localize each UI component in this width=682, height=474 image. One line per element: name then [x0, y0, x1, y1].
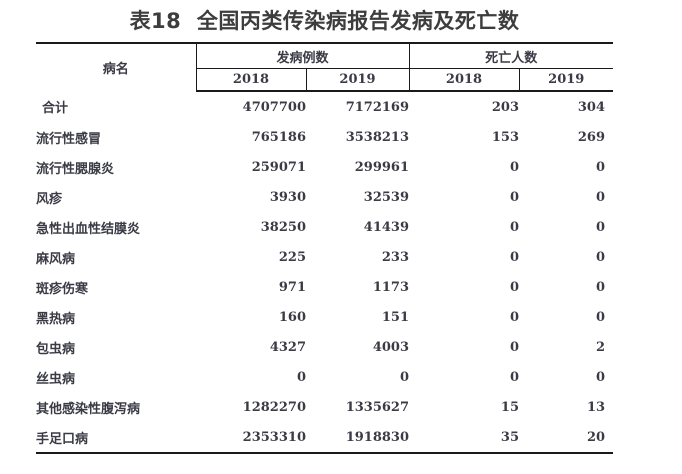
cases-2019-cell: 7172169 [345, 99, 410, 115]
deaths-2019-cell: 0 [595, 159, 606, 175]
deaths-2018-cell: 0 [509, 309, 520, 325]
cases-2019-cell: 1173 [372, 279, 410, 295]
deaths-2018-cell: 203 [491, 99, 520, 115]
deaths-2018-cell: 0 [509, 279, 520, 295]
disease-name-cell: 麻风病 [36, 251, 76, 267]
table-body: 合计 4707700 7172169 203 304 流行性感冒 765186 3538213… [36, 91, 613, 453]
cases-2018-cell: 971 [278, 279, 306, 295]
cases-2019-cell: 299961 [354, 159, 410, 175]
deaths-2019-cell: 0 [595, 279, 606, 295]
disease-name-cell: 其他感染性腹泻病 [36, 401, 141, 417]
disease-name-cell: 丝虫病 [36, 371, 76, 387]
column-header-disease-name: 病名 [36, 43, 197, 91]
column-header-deaths-2019: 2019 [519, 68, 614, 92]
table-row: 急性出血性结膜炎 38250 41439 0 0 [36, 212, 613, 242]
table-row: 手足口病 2353310 1918830 35 20 [36, 422, 613, 453]
deaths-2019-cell: 0 [595, 249, 606, 265]
deaths-2018-cell: 0 [509, 159, 520, 175]
cases-2018-cell: 2353310 [242, 429, 306, 445]
cases-2019-cell: 3538213 [345, 129, 410, 145]
table-row: 包虫病 4327 4003 0 2 [36, 332, 613, 362]
deaths-2019-cell: 0 [595, 309, 606, 325]
table-header: 病名 发病例数 死亡人数 2018 2019 2018 2019 [36, 43, 614, 92]
deaths-2019-cell: 304 [577, 99, 606, 115]
deaths-2018-cell: 35 [500, 429, 520, 445]
cases-2019-cell: 233 [381, 249, 410, 265]
table-row: 合计 4707700 7172169 203 304 [36, 91, 613, 122]
table-row: 风疹 3930 32539 0 0 [36, 182, 613, 212]
column-group-header-cases: 发病例数 [196, 43, 410, 69]
cases-2019-cell: 32539 [363, 189, 410, 205]
cases-2018-cell: 4707700 [242, 99, 306, 115]
cases-2018-cell: 259071 [251, 159, 306, 175]
deaths-2019-cell: 2 [595, 339, 606, 355]
deaths-2018-cell: 153 [491, 129, 520, 145]
deaths-2019-cell: 13 [586, 399, 606, 415]
deaths-2018-cell: 15 [500, 399, 520, 415]
column-header-cases-2018: 2018 [196, 68, 307, 92]
cases-2019-cell: 1335627 [345, 399, 410, 415]
page-title: 表18 全国丙类传染病报告发病及死亡数 [129, 9, 520, 33]
deaths-2018-cell: 0 [509, 189, 520, 205]
deaths-2018-cell: 0 [509, 369, 520, 385]
cases-2019-cell: 151 [381, 309, 410, 325]
cases-2018-cell: 4327 [269, 339, 306, 355]
table-row: 丝虫病 0 0 0 0 [36, 362, 613, 392]
cases-2019-cell: 41439 [363, 219, 410, 235]
table-row: 其他感染性腹泻病 1282270 1335627 15 13 [36, 392, 613, 422]
column-header-cases-2019: 2019 [306, 68, 410, 92]
deaths-2019-cell: 0 [595, 369, 606, 385]
cases-2018-cell: 3930 [269, 189, 306, 205]
disease-name-cell: 斑疹伤寒 [36, 281, 89, 297]
deaths-2019-cell: 0 [595, 189, 606, 205]
deaths-2018-cell: 0 [509, 219, 520, 235]
cases-2019-cell: 4003 [372, 339, 410, 355]
disease-name-cell: 急性出血性结膜炎 [36, 221, 141, 237]
deaths-2018-cell: 0 [509, 339, 520, 355]
table-row: 流行性腮腺炎 259071 299961 0 0 [36, 152, 613, 182]
cases-2018-cell: 225 [278, 249, 306, 265]
header-year-row: 2018 2019 2018 2019 [36, 68, 614, 92]
cases-2018-cell: 765186 [251, 129, 306, 145]
disease-name-cell: 合计 [42, 101, 69, 116]
disease-name-cell: 流行性腮腺炎 [36, 161, 115, 177]
deaths-2019-cell: 269 [577, 129, 606, 145]
cases-2018-cell: 1282270 [242, 399, 306, 415]
cases-2018-cell: 0 [296, 369, 306, 385]
deaths-2019-cell: 20 [586, 429, 606, 445]
header-group-row: 病名 发病例数 死亡人数 [36, 43, 614, 91]
table-row: 流行性感冒 765186 3538213 153 269 [36, 122, 613, 152]
column-group-header-deaths: 死亡人数 [409, 43, 614, 69]
disease-name-cell: 手足口病 [36, 431, 89, 447]
disease-name-cell: 流行性感冒 [36, 131, 102, 147]
disease-name-cell: 风疹 [36, 191, 63, 207]
cases-2019-cell: 0 [399, 369, 410, 385]
cases-2018-cell: 160 [278, 309, 306, 325]
deaths-2019-cell: 0 [595, 219, 606, 235]
disease-stats-table: 病名 发病例数 死亡人数 2018 2019 2018 2019 合计 47077… [36, 42, 614, 454]
table-row: 麻风病 225 233 0 0 [36, 242, 613, 272]
column-header-deaths-2018: 2018 [409, 68, 520, 92]
cases-2018-cell: 38250 [260, 219, 306, 235]
table-row: 黑热病 160 151 0 0 [36, 302, 613, 332]
disease-name-cell: 包虫病 [36, 341, 76, 357]
deaths-2018-cell: 0 [509, 249, 520, 265]
table-row: 斑疹伤寒 971 1173 0 0 [36, 272, 613, 302]
disease-name-cell: 黑热病 [36, 311, 76, 327]
cases-2019-cell: 1918830 [345, 429, 410, 445]
